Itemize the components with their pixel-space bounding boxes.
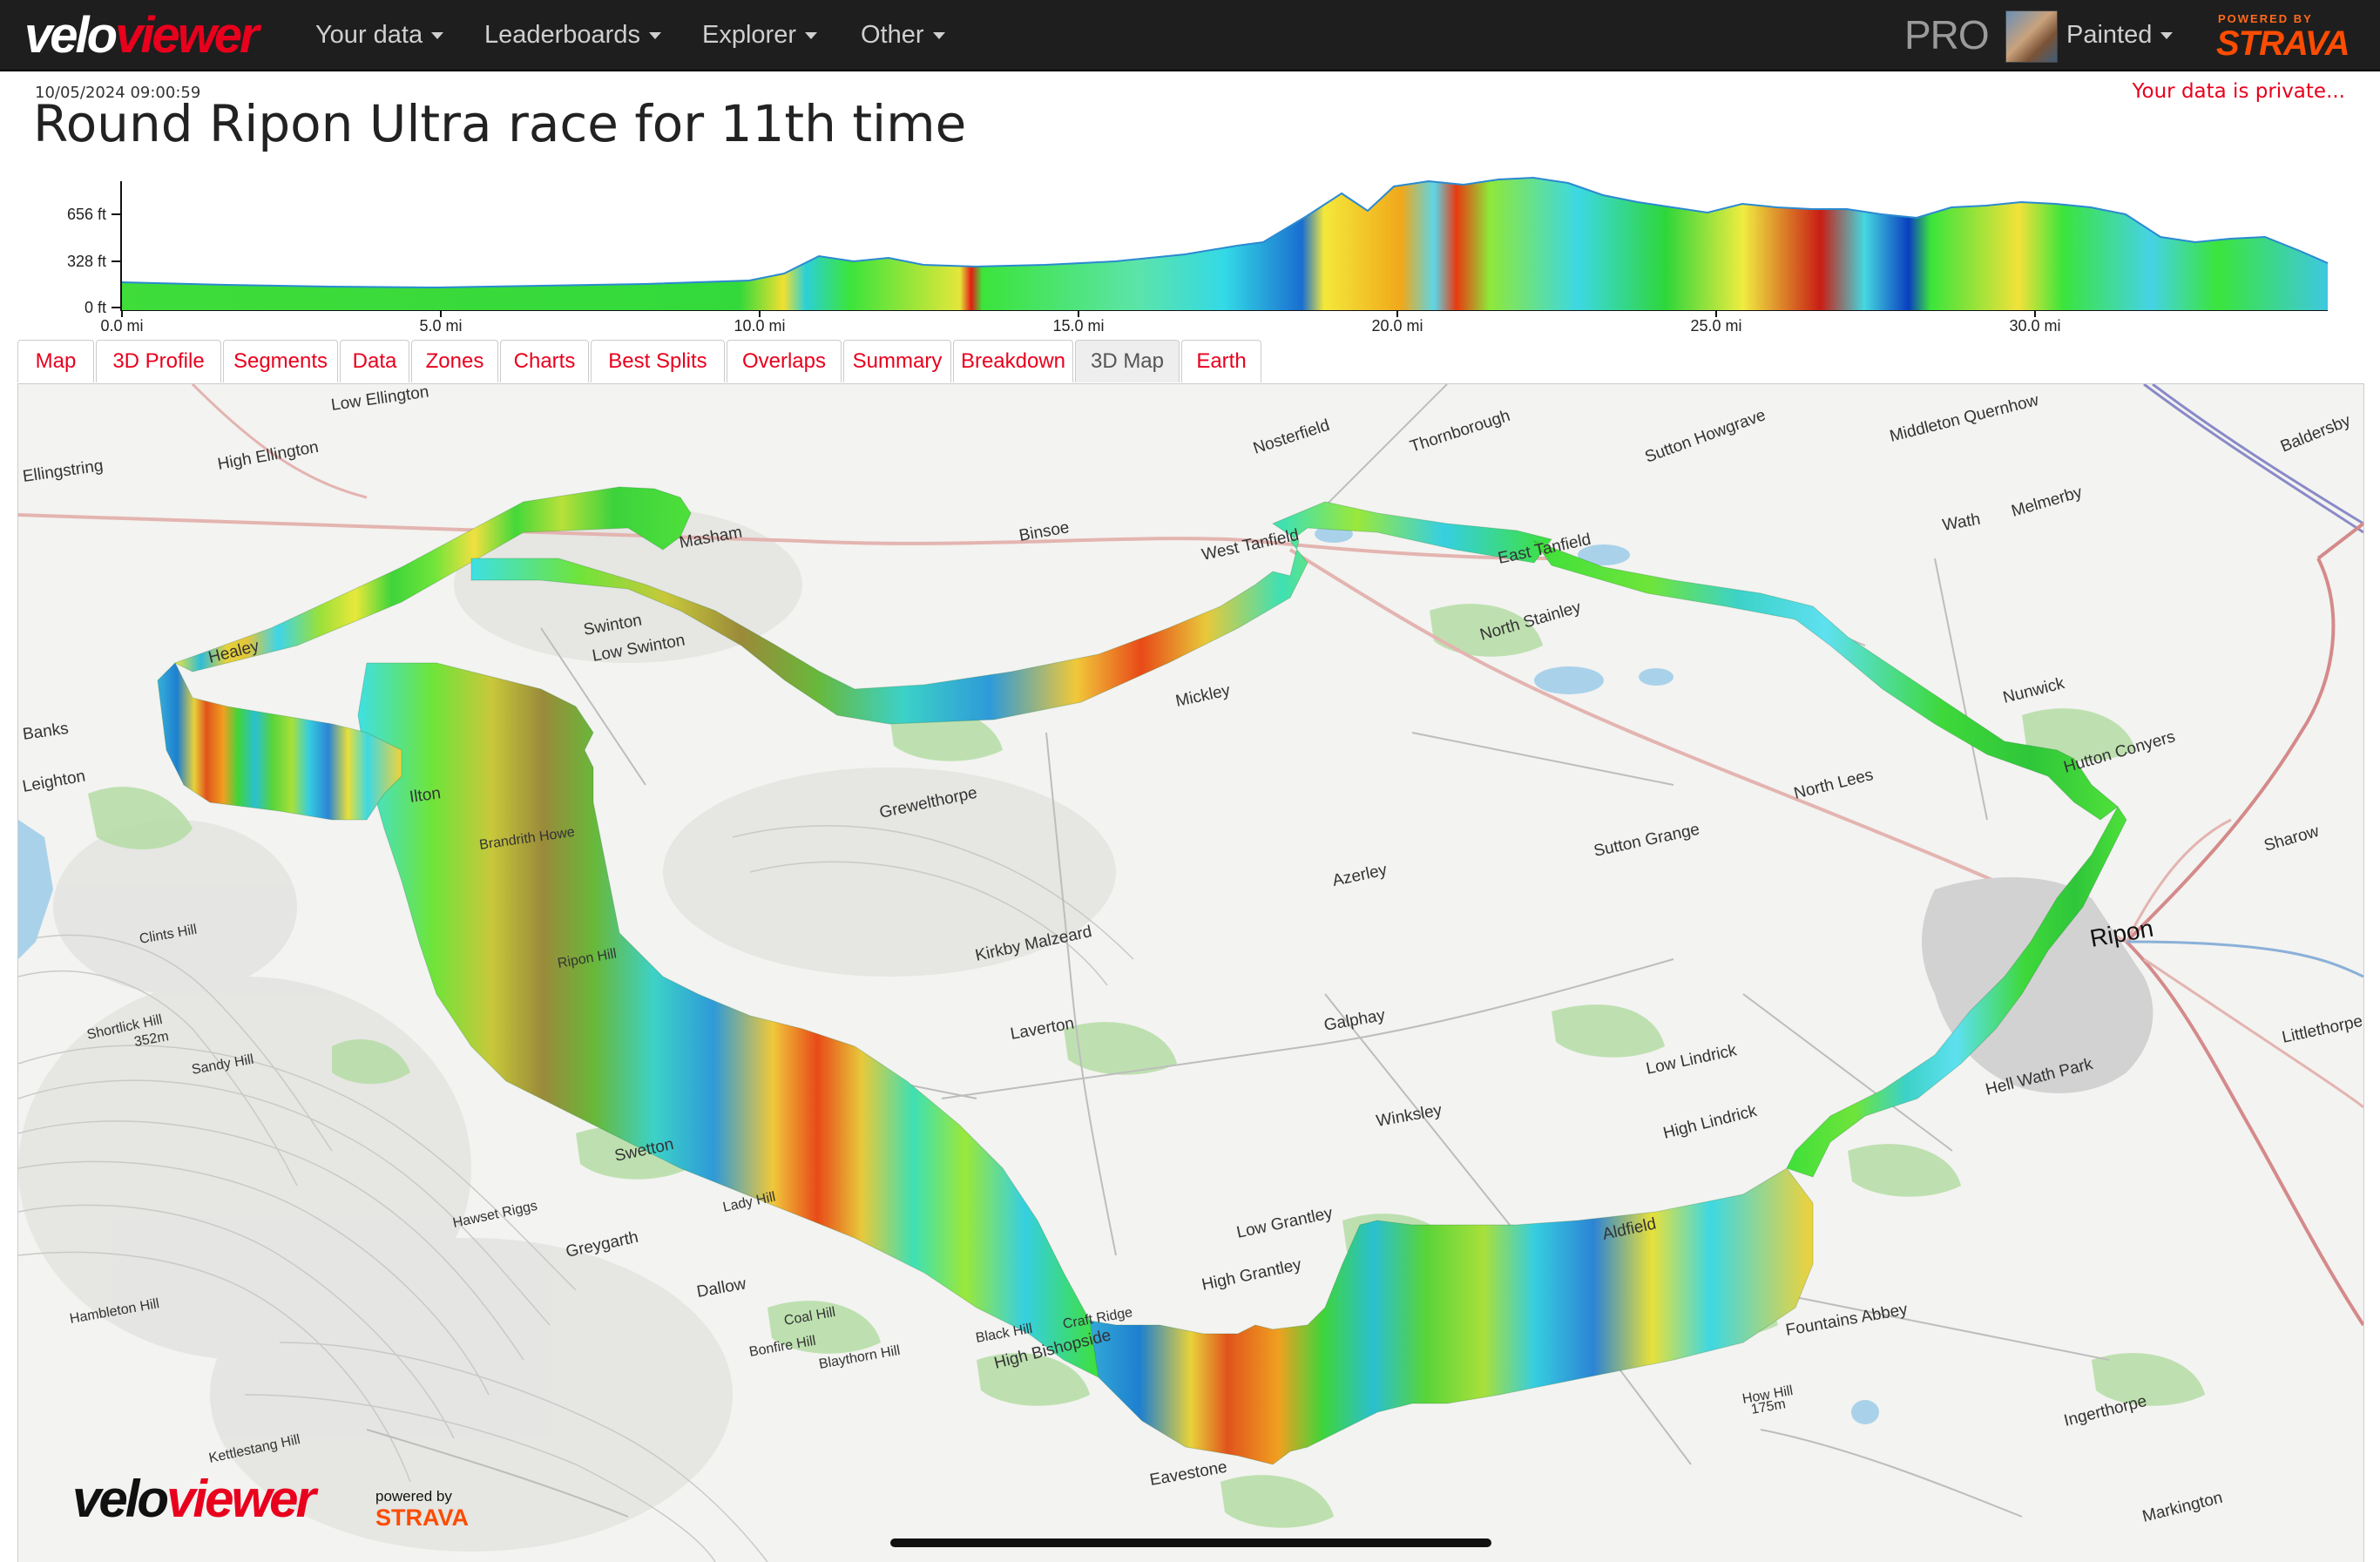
y-tick-label: 328 ft bbox=[67, 253, 106, 270]
strava-logo[interactable]: STRAVA bbox=[2216, 24, 2350, 63]
elevation-outline bbox=[121, 176, 2329, 289]
tab-segments[interactable]: Segments bbox=[223, 340, 338, 382]
x-tick-label: 15.0 mi bbox=[1052, 317, 1104, 335]
tab-charts[interactable]: Charts bbox=[500, 340, 589, 382]
chevron-down-icon bbox=[932, 32, 945, 40]
tab-3d-profile[interactable]: 3D Profile bbox=[96, 340, 221, 382]
route-3d-wall bbox=[157, 486, 2127, 1465]
chevron-down-icon bbox=[648, 32, 661, 40]
spot-height-label: 352m bbox=[133, 1029, 170, 1050]
x-tick-label: 0.0 mi bbox=[100, 317, 143, 335]
nav-other-menu[interactable]: Other bbox=[861, 0, 945, 70]
top-nav-bar: velo viewer Your data Leaderboards Explor… bbox=[0, 0, 2380, 71]
tab-best-splits[interactable]: Best Splits bbox=[591, 340, 725, 382]
home-indicator-bar bbox=[890, 1538, 1491, 1547]
tab-zones[interactable]: Zones bbox=[411, 340, 498, 382]
x-tick-label: 5.0 mi bbox=[419, 317, 462, 335]
svg-text:powered by: powered by bbox=[375, 1488, 452, 1505]
user-menu[interactable]: Painted bbox=[2066, 0, 2174, 70]
contour-lines bbox=[18, 825, 1134, 1562]
elevation-profile-chart[interactable]: 656 ft 328 ft 0 ft0.0 mi 5.0 mi 10.0 mi 15.0 … bbox=[0, 166, 2380, 340]
y-tick-label: 656 ft bbox=[67, 206, 106, 223]
x-tick-label: 30.0 mi bbox=[2009, 317, 2060, 335]
tab-earth[interactable]: Earth bbox=[1181, 340, 1261, 382]
tab-data[interactable]: Data bbox=[340, 340, 409, 382]
nav-explorer-menu[interactable]: Explorer bbox=[702, 0, 817, 70]
y-tick-label: 0 ft bbox=[85, 299, 106, 316]
powered-by-label: POWERED BY bbox=[2218, 12, 2313, 25]
place-label-ilton: Ilton bbox=[409, 784, 442, 807]
road-network bbox=[18, 384, 2363, 1518]
tab-map[interactable]: Map bbox=[17, 340, 94, 382]
veloviewer-logo[interactable]: velo viewer bbox=[24, 6, 260, 64]
svg-text:STRAVA: STRAVA bbox=[375, 1505, 469, 1531]
chevron-down-icon bbox=[431, 32, 444, 40]
nav-your-data-menu[interactable]: Your data bbox=[315, 0, 444, 70]
page-title: Round Ripon Ultra race for 11th time bbox=[33, 94, 967, 153]
map-footer-logo: veloviewer powered by STRAVA bbox=[72, 1470, 469, 1531]
elevation-area bbox=[122, 178, 2328, 310]
3d-map-view[interactable]: Low Ellington Ellingstring High Ellington H… bbox=[17, 383, 2364, 1562]
chevron-down-icon bbox=[2160, 32, 2174, 40]
chevron-down-icon bbox=[805, 32, 817, 40]
activity-timestamp: 10/05/2024 09:00:59 bbox=[35, 84, 201, 102]
tab-3d-map[interactable]: 3D Map bbox=[1075, 340, 1180, 382]
spot-height-label: 175m bbox=[1750, 1396, 1787, 1417]
tab-breakdown[interactable]: Breakdown bbox=[953, 340, 1073, 382]
svg-text:veloviewer: veloviewer bbox=[72, 1470, 320, 1528]
privacy-link[interactable]: Your data is private... bbox=[2132, 80, 2345, 103]
x-tick-label: 20.0 mi bbox=[1371, 317, 1423, 335]
x-tick-label: 10.0 mi bbox=[734, 317, 785, 335]
tab-overlaps[interactable]: Overlaps bbox=[727, 340, 842, 382]
tab-summary[interactable]: Summary bbox=[843, 340, 951, 382]
x-tick-label: 25.0 mi bbox=[1690, 317, 1741, 335]
nav-leaderboards-menu[interactable]: Leaderboards bbox=[484, 0, 661, 70]
user-avatar[interactable] bbox=[2005, 10, 2058, 63]
pro-badge: PRO bbox=[1904, 12, 1990, 57]
